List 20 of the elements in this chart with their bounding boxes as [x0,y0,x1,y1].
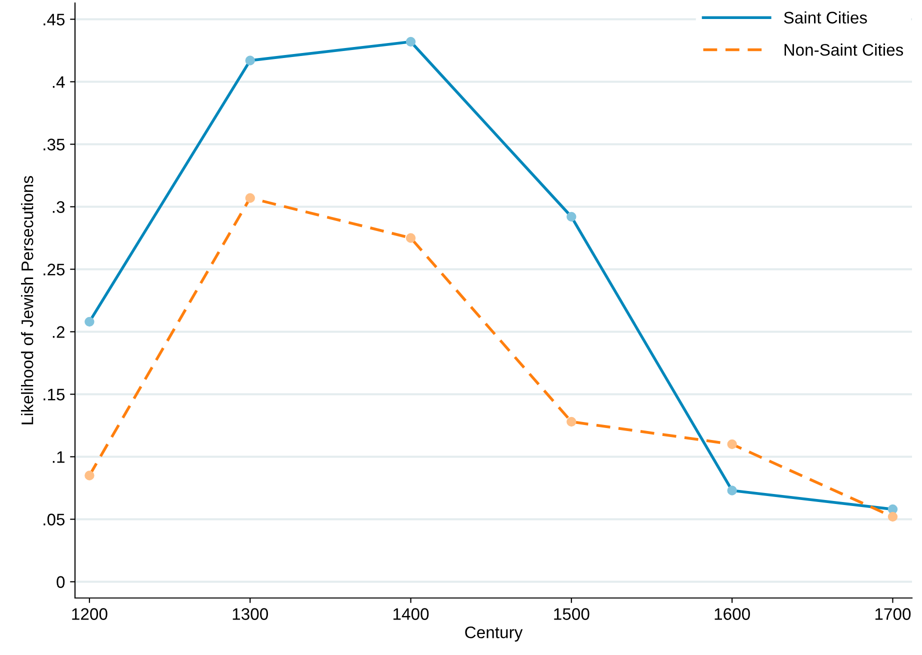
y-tick-label: .3 [52,201,65,213]
x-tick-label: 1200 [72,608,108,620]
y-tick-label: .2 [52,326,64,338]
y-tick-label: .25 [44,264,65,276]
x-axis-title: Century [465,626,523,642]
y-tick-label: .45 [44,14,65,26]
legend-label: Saint Cities [784,11,867,24]
y-tick-label: .05 [44,514,65,526]
x-tick-label: 1700 [875,608,911,620]
x-tick-label: 1400 [394,608,429,620]
y-axis-title: Likelihood of Jewish Persecutions [21,176,34,424]
y-tick-label: .15 [44,388,65,400]
y-tick-label: .1 [52,451,64,463]
y-tick-label: 0 [56,576,65,588]
legend-label: Non-Saint Cities [784,44,904,56]
x-tick-label: 1600 [714,608,750,620]
x-tick-label: 1500 [554,608,590,620]
x-tick-label: 1300 [232,608,268,620]
y-tick-label: .4 [52,76,65,88]
y-tick-label: .35 [44,138,65,150]
